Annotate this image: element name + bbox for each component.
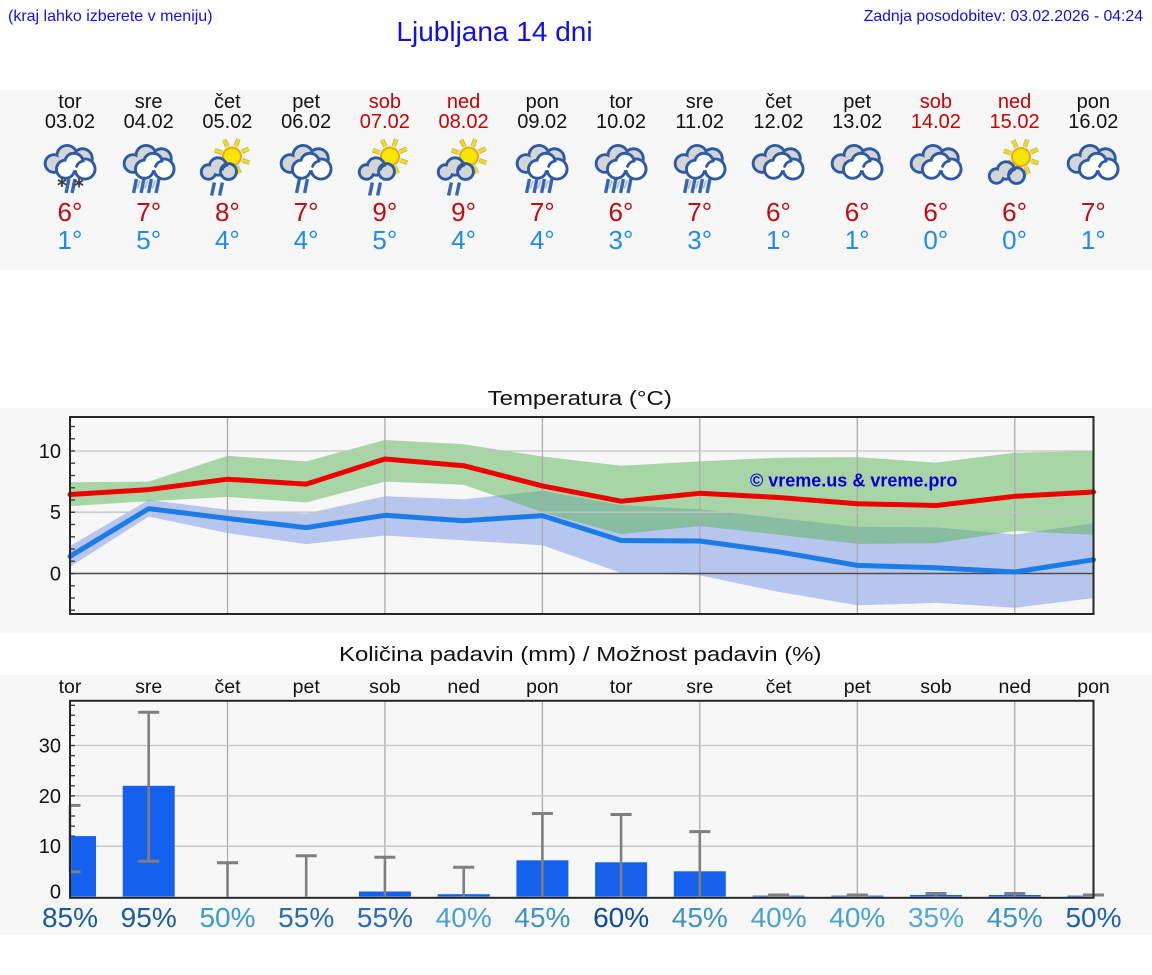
svg-text:35%: 35% (908, 902, 964, 933)
svg-text:ned: ned (447, 676, 480, 698)
svg-text:85%: 85% (42, 902, 98, 933)
svg-text:čet: čet (766, 676, 793, 698)
svg-text:pet: pet (293, 676, 321, 698)
svg-text:10: 10 (39, 441, 61, 463)
svg-text:30: 30 (39, 736, 61, 758)
svg-text:45%: 45% (514, 902, 570, 933)
svg-text:10: 10 (39, 836, 61, 858)
svg-text:ned: ned (999, 676, 1032, 698)
svg-text:sob: sob (369, 676, 401, 698)
svg-text:0: 0 (50, 564, 61, 586)
svg-text:pet: pet (844, 676, 872, 698)
svg-text:40%: 40% (829, 902, 885, 933)
svg-text:95%: 95% (121, 902, 177, 933)
svg-text:60%: 60% (593, 902, 649, 933)
svg-text:40%: 40% (436, 902, 492, 933)
svg-text:5: 5 (50, 502, 61, 524)
svg-text:sre: sre (135, 676, 162, 698)
svg-text:tor: tor (610, 676, 633, 698)
svg-text:45%: 45% (672, 902, 728, 933)
svg-text:tor: tor (59, 676, 82, 698)
svg-text:pon: pon (1077, 676, 1110, 698)
svg-text:0: 0 (50, 882, 61, 904)
svg-text:20: 20 (39, 786, 61, 808)
svg-text:pon: pon (526, 676, 559, 698)
svg-text:© vreme.us & vreme.pro: © vreme.us & vreme.pro (750, 471, 957, 491)
svg-text:45%: 45% (987, 902, 1043, 933)
svg-text:čet: čet (214, 676, 241, 698)
svg-text:sre: sre (686, 676, 713, 698)
svg-text:55%: 55% (357, 902, 413, 933)
svg-text:50%: 50% (1065, 902, 1121, 933)
svg-text:40%: 40% (751, 902, 807, 933)
svg-text:50%: 50% (199, 902, 255, 933)
svg-text:sob: sob (920, 676, 952, 698)
svg-text:55%: 55% (278, 902, 334, 933)
